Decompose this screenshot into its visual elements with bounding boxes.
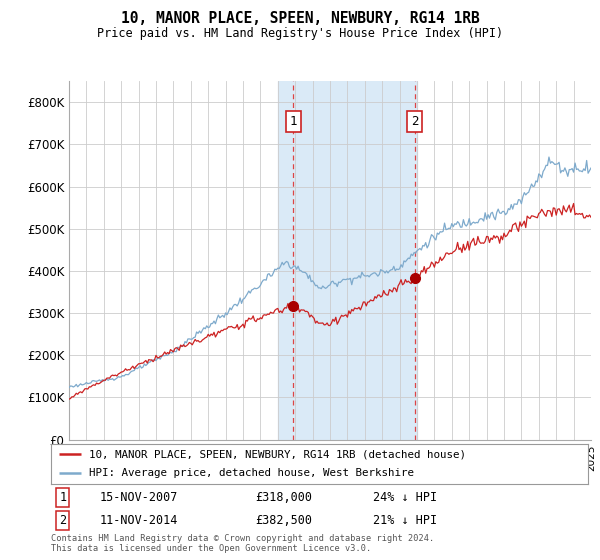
Text: 1: 1 — [59, 491, 67, 504]
Bar — [278, 81, 417, 440]
Text: 2: 2 — [59, 514, 67, 527]
Text: 1: 1 — [289, 115, 297, 128]
Text: 10, MANOR PLACE, SPEEN, NEWBURY, RG14 1RB (detached house): 10, MANOR PLACE, SPEEN, NEWBURY, RG14 1R… — [89, 449, 466, 459]
Text: £318,000: £318,000 — [255, 491, 312, 504]
Text: 11-NOV-2014: 11-NOV-2014 — [100, 514, 178, 527]
Text: 21% ↓ HPI: 21% ↓ HPI — [373, 514, 437, 527]
Text: Contains HM Land Registry data © Crown copyright and database right 2024.
This d: Contains HM Land Registry data © Crown c… — [51, 534, 434, 553]
Text: 2: 2 — [411, 115, 419, 128]
Text: Price paid vs. HM Land Registry's House Price Index (HPI): Price paid vs. HM Land Registry's House … — [97, 27, 503, 40]
Text: £382,500: £382,500 — [255, 514, 312, 527]
Text: 24% ↓ HPI: 24% ↓ HPI — [373, 491, 437, 504]
Text: 10, MANOR PLACE, SPEEN, NEWBURY, RG14 1RB: 10, MANOR PLACE, SPEEN, NEWBURY, RG14 1R… — [121, 11, 479, 26]
Text: HPI: Average price, detached house, West Berkshire: HPI: Average price, detached house, West… — [89, 468, 413, 478]
Text: 15-NOV-2007: 15-NOV-2007 — [100, 491, 178, 504]
